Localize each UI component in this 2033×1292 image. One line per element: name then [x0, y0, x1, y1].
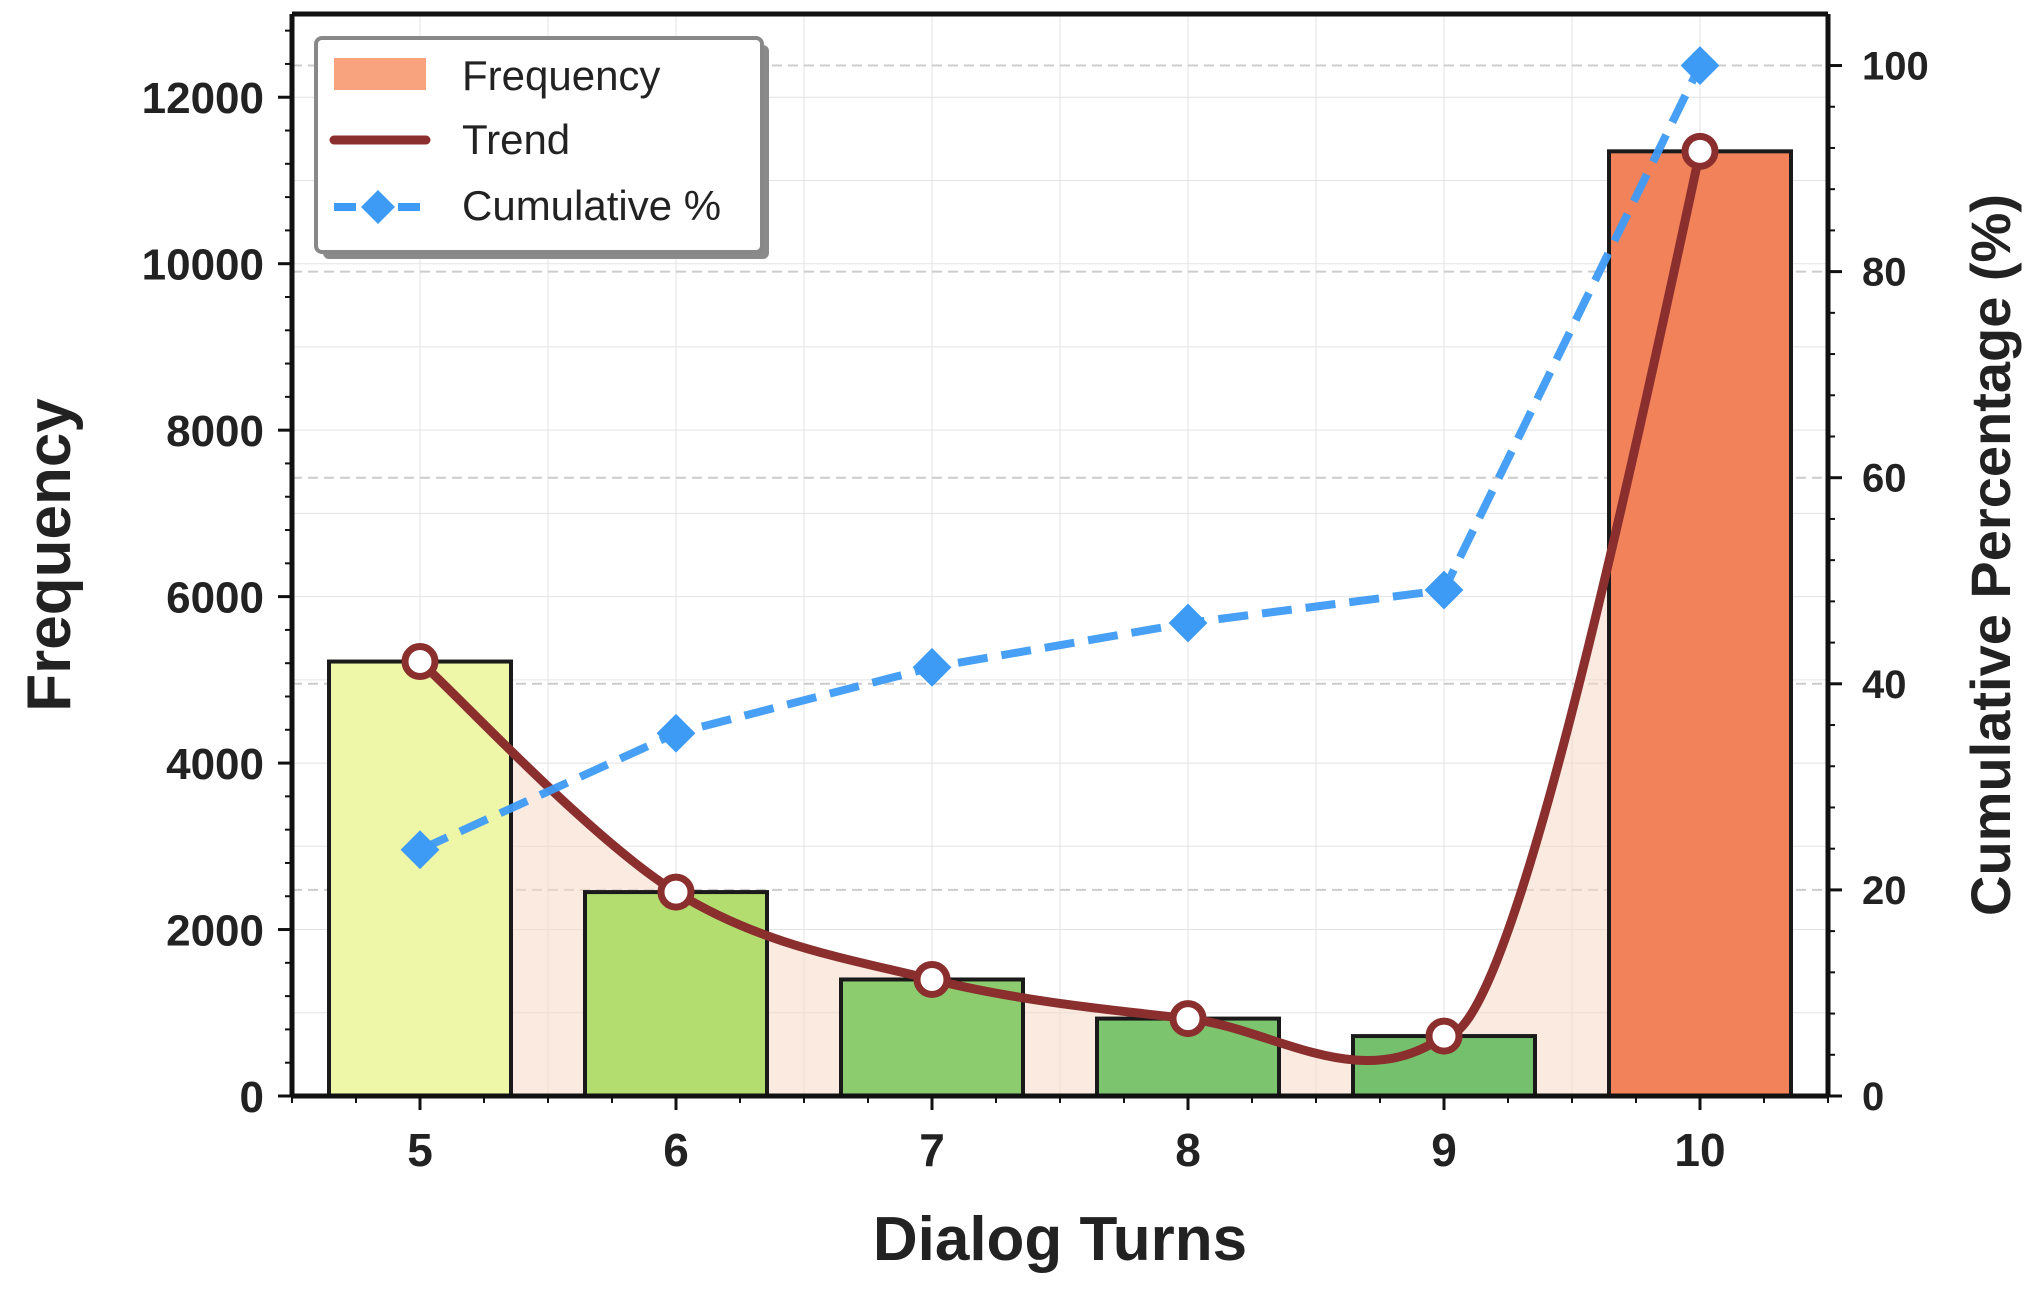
legend-label-cumulative: Cumulative %	[462, 182, 721, 229]
trend-area	[420, 151, 1700, 1097]
y-tick-label: 8000	[166, 407, 264, 456]
trend-point-5	[401, 643, 439, 681]
x-tick-label: 5	[407, 1124, 433, 1176]
trend-point-6	[657, 873, 695, 911]
y-tick-label: 2000	[166, 907, 264, 956]
y2-tick-label: 20	[1862, 869, 1907, 913]
x-tick-label: 7	[919, 1124, 945, 1176]
y2-tick-label: 0	[1862, 1075, 1884, 1119]
trend-point-10	[1681, 132, 1719, 170]
ticks: 0 2000 4000 6000 8000 10000 12000 0 20 40 60 80 100 5…	[142, 29, 1929, 1176]
axis-labels: Dialog Turns Frequency Cumulative Percen…	[15, 194, 2022, 1274]
legend-swatch-frequency	[334, 58, 426, 90]
y-axis-label: Frequency	[15, 398, 84, 712]
trend-point-8	[1169, 1000, 1207, 1038]
y2-tick-label: 80	[1862, 251, 1907, 295]
y-tick-label: 4000	[166, 740, 264, 789]
y-tick-label: 6000	[166, 574, 264, 623]
cumulative-point-9	[1424, 570, 1464, 610]
cumulative-point-6	[656, 713, 696, 753]
y-tick-label: 10000	[142, 241, 264, 290]
cumulative-line	[418, 63, 1704, 854]
x-tick-label: 8	[1175, 1124, 1201, 1176]
cumulative-point-8	[1168, 603, 1208, 643]
bar-10	[1607, 149, 1793, 1099]
legend-label-frequency: Frequency	[462, 52, 660, 99]
x-axis-label: Dialog Turns	[873, 1205, 1247, 1274]
legend-box	[314, 36, 764, 254]
cumulative-line-group	[400, 46, 1720, 870]
trend-point-9	[1425, 1017, 1463, 1055]
legend-label-trend: Trend	[462, 116, 570, 163]
legend: Frequency Trend Cumulative %	[314, 36, 769, 259]
trend-line	[415, 146, 1705, 1065]
y-tick-label: 12000	[142, 74, 264, 123]
trend-line-group	[401, 132, 1719, 1065]
legend-marker-cumulative	[361, 190, 395, 224]
x-tick-label: 9	[1431, 1124, 1457, 1176]
x-tick-label: 6	[663, 1124, 689, 1176]
trend-area-fill	[420, 151, 1700, 1097]
y-tick-label: 0	[240, 1073, 264, 1122]
x-tick-label: 10	[1674, 1124, 1725, 1176]
cumulative-point-5	[400, 830, 440, 870]
trend-point-7	[913, 960, 951, 998]
y2-tick-label: 40	[1862, 663, 1907, 707]
y2-axis-label: Cumulative Percentage (%)	[1959, 194, 2022, 916]
cumulative-point-7	[912, 647, 952, 687]
y2-tick-label: 60	[1862, 457, 1907, 501]
cumulative-point-10	[1680, 46, 1720, 85]
y2-tick-label: 100	[1862, 45, 1929, 89]
